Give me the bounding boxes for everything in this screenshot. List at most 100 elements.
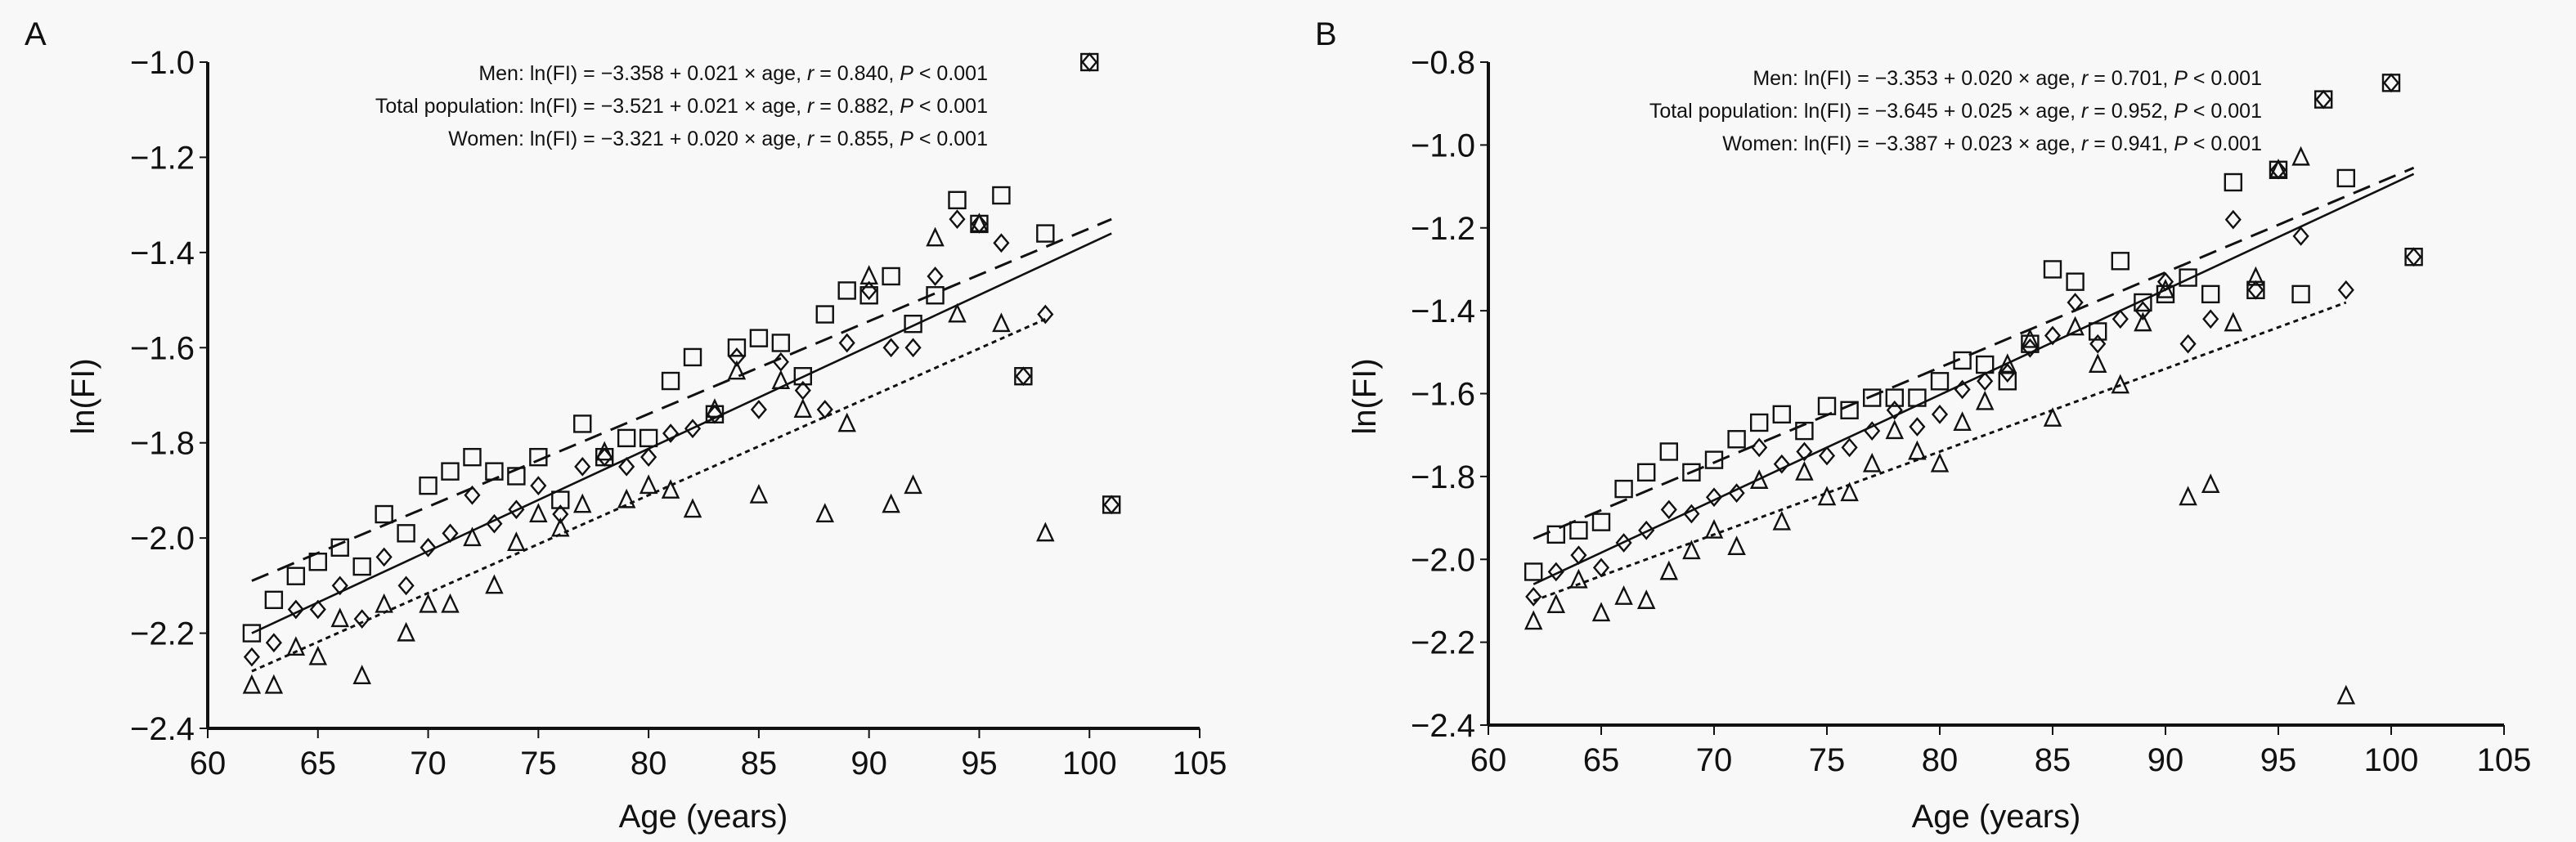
y-tick-label: −1.8 <box>130 426 195 462</box>
x-tick-label: 100 <box>1062 746 1117 782</box>
data-point-triangle <box>2088 353 2107 374</box>
annotation-p-text: < 0.001 <box>913 128 988 150</box>
y-tick-label: −2.0 <box>130 521 195 557</box>
data-point-triangle <box>2269 158 2288 178</box>
data-point-square <box>1817 396 1837 415</box>
x-axis-title: Age (years) <box>1912 799 2081 835</box>
data-point-diamond <box>1999 363 2016 383</box>
data-point-diamond <box>1796 441 1813 462</box>
data-point-square <box>2156 284 2175 304</box>
annotation-r-text: = 0.701, <box>2088 67 2174 90</box>
data-point-square <box>352 557 371 576</box>
data-points <box>242 52 1121 694</box>
annotation-r-label: r <box>2081 132 2089 155</box>
data-point-square <box>1908 388 1927 407</box>
data-point-triangle <box>2111 374 2130 394</box>
fit-line-total-population <box>1533 172 2415 585</box>
data-point-square <box>551 490 570 509</box>
data-point-diamond <box>640 447 657 468</box>
data-point-square <box>1862 388 1882 407</box>
data-point-diamond <box>1592 558 1610 578</box>
data-point-square <box>330 538 349 557</box>
panel-label: A <box>25 16 47 52</box>
data-point-triangle <box>1524 610 1543 630</box>
regression-equation: Total population: ln(FI) = −3.645 + 0.02… <box>1649 100 2262 123</box>
annotation-r-text: = 0.952, <box>2088 100 2174 123</box>
data-point-square <box>485 462 504 481</box>
data-point-triangle <box>837 412 856 432</box>
data-point-triangle <box>1614 585 1633 605</box>
fit-line-women <box>1533 301 2347 602</box>
data-point-triangle <box>2021 328 2040 348</box>
data-point-square <box>749 329 769 347</box>
data-point-square <box>286 567 306 585</box>
data-point-diamond <box>375 547 393 567</box>
y-tick-label: −2.0 <box>1411 542 1475 578</box>
data-point-triangle <box>419 593 438 613</box>
annotation-text: ln(FI) = −3.353 + 0.020 × age, <box>1804 67 2081 90</box>
data-point-diamond <box>2156 271 2174 292</box>
data-point-diamond <box>1931 404 1949 424</box>
data-point-diamond <box>1864 421 1881 441</box>
data-point-square <box>1953 351 1972 370</box>
regression-annotations: Men: ln(FI) = −3.353 + 0.020 × age, r = … <box>1649 67 2262 155</box>
axes: 60 65 70 75 80 85 90 95 100 105 −0.8 −1.0 −1.2 −1.4 −1… <box>1411 45 2531 778</box>
data-point-triangle <box>683 498 702 518</box>
data-point-diamond <box>927 266 944 286</box>
data-point-triangle <box>573 493 592 513</box>
data-point-diamond <box>2247 280 2264 300</box>
data-point-diamond <box>1525 587 1542 607</box>
data-point-diamond <box>838 333 855 353</box>
data-point-triangle <box>705 398 725 418</box>
y-tick-label: −0.8 <box>1411 45 1475 81</box>
data-point-diamond <box>486 513 503 534</box>
data-point-square <box>1727 430 1746 449</box>
y-axis-title: ln(FI) <box>65 358 101 434</box>
data-point-square <box>2043 260 2062 279</box>
data-point-square <box>573 414 592 433</box>
x-tick-label: 105 <box>2477 742 2532 778</box>
annotation-text: ln(FI) = −3.521 + 0.021 × age, <box>530 95 807 118</box>
x-tick-label: 105 <box>1173 746 1227 782</box>
annotation-label: Women: <box>448 128 530 150</box>
data-point-diamond <box>1660 499 1677 520</box>
data-point-diamond <box>1886 400 1903 420</box>
data-point-triangle <box>595 441 614 461</box>
data-point-triangle <box>2291 146 2310 166</box>
data-point-square <box>771 334 791 352</box>
data-point-diamond <box>1015 366 1032 387</box>
data-point-triangle <box>2043 407 2062 427</box>
x-axis-title: Age (years) <box>619 799 788 835</box>
data-points <box>1524 73 2423 705</box>
data-point-triangle <box>1704 518 1724 539</box>
annotation-p-text: < 0.001 <box>2188 67 2262 90</box>
annotation-p-label: P <box>2174 100 2188 123</box>
annotation-r-label: r <box>807 95 815 118</box>
data-point-square <box>375 504 393 524</box>
data-point-diamond <box>397 576 415 596</box>
x-tick-label: 60 <box>190 746 227 782</box>
data-point-diamond <box>2067 293 2084 312</box>
data-point-square <box>1682 463 1701 482</box>
data-point-square <box>1795 421 1814 441</box>
data-point-diamond <box>2179 334 2197 354</box>
data-point-diamond <box>1103 495 1120 515</box>
annotation-r-text: = 0.840, <box>814 62 900 85</box>
data-point-diamond <box>1683 504 1700 524</box>
annotation-text: ln(FI) = −3.387 + 0.023 × age, <box>1804 132 2081 155</box>
data-point-triangle <box>551 517 570 537</box>
data-point-square <box>1998 372 2017 391</box>
data-point-square <box>529 447 548 467</box>
data-point-diamond <box>2112 309 2129 329</box>
data-point-square <box>2088 322 2107 341</box>
data-point-square <box>837 281 856 300</box>
data-point-diamond <box>2089 334 2107 354</box>
data-point-diamond <box>949 209 966 229</box>
data-point-diamond <box>1615 533 1632 553</box>
data-point-triangle <box>617 488 636 508</box>
data-point-square <box>2179 268 2197 287</box>
data-point-triangle <box>1591 602 1611 622</box>
data-point-square <box>683 347 702 367</box>
x-tick-label: 95 <box>961 746 998 782</box>
data-point-square <box>2201 284 2220 304</box>
